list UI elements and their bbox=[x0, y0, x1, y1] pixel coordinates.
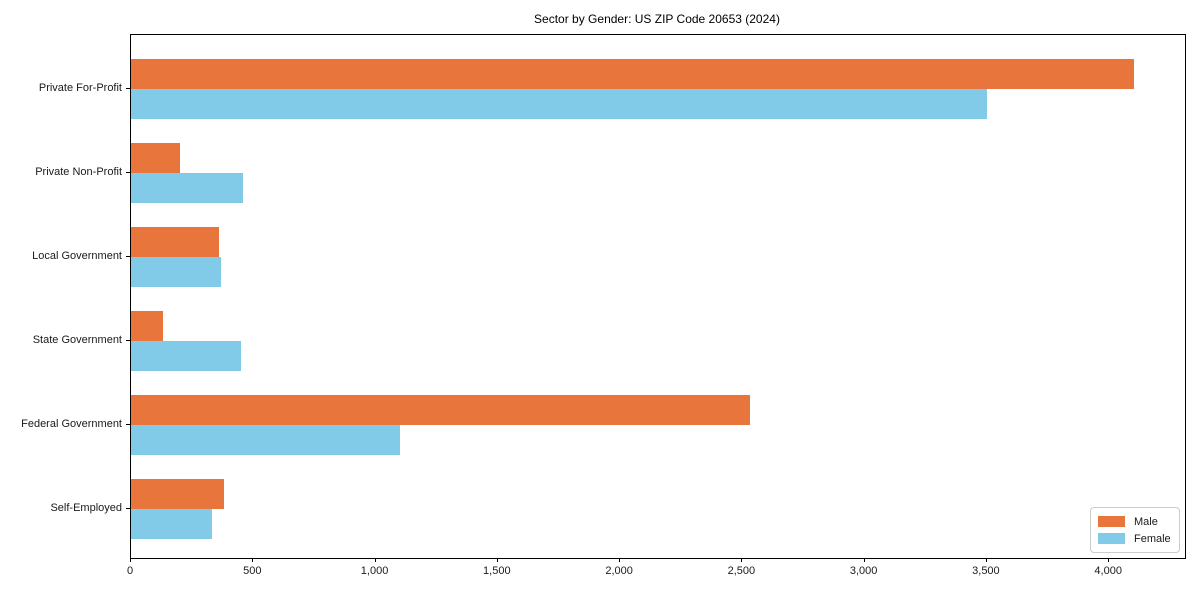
x-tick-2000 bbox=[619, 558, 621, 562]
x-tick-2500 bbox=[741, 558, 743, 562]
bar-female-federal-government bbox=[131, 425, 400, 456]
bar-male-federal-government bbox=[131, 395, 750, 426]
legend: Male Female bbox=[1090, 507, 1180, 553]
y-tick-state-government bbox=[126, 340, 130, 342]
legend-row-female: Female bbox=[1098, 530, 1172, 547]
bar-female-self-employed bbox=[131, 509, 212, 540]
x-tick-1500 bbox=[496, 558, 498, 562]
x-label-1500: 1,500 bbox=[483, 565, 511, 577]
y-label-federal-government: Federal Government bbox=[21, 418, 122, 431]
legend-row-male: Male bbox=[1098, 513, 1172, 530]
x-label-500: 500 bbox=[243, 565, 262, 577]
bar-female-private-for-profit bbox=[131, 89, 987, 120]
y-tick-private-for-profit bbox=[126, 88, 130, 90]
legend-swatch-female bbox=[1098, 533, 1125, 544]
legend-label-female: Female bbox=[1134, 532, 1171, 545]
x-label-3000: 3,000 bbox=[849, 565, 878, 577]
x-label-1000: 1,000 bbox=[360, 565, 389, 577]
chart-title: Sector by Gender: US ZIP Code 20653 (202… bbox=[534, 12, 780, 26]
bar-male-state-government bbox=[131, 311, 163, 342]
x-label-0: 0 bbox=[126, 565, 134, 577]
x-tick-4000 bbox=[1108, 558, 1110, 562]
x-label-2500: 2,500 bbox=[727, 565, 756, 577]
legend-swatch-male bbox=[1098, 516, 1125, 527]
x-tick-500 bbox=[252, 558, 254, 562]
bar-male-local-government bbox=[131, 227, 220, 258]
x-label-2000: 2,000 bbox=[605, 565, 633, 577]
bar-male-private-for-profit bbox=[131, 59, 1134, 90]
y-tick-local-government bbox=[126, 256, 130, 258]
y-label-state-government: State Government bbox=[32, 334, 122, 347]
bar-female-state-government bbox=[131, 341, 242, 372]
x-label-3500: 3,500 bbox=[972, 565, 1000, 577]
x-tick-3500 bbox=[985, 558, 987, 562]
y-tick-private-non-profit bbox=[126, 172, 130, 174]
x-label-4000: 4,000 bbox=[1094, 565, 1122, 577]
y-tick-self-employed bbox=[126, 508, 130, 510]
y-label-private-non-profit: Private Non-Profit bbox=[35, 166, 122, 179]
y-label-private-for-profit: Private For-Profit bbox=[38, 82, 122, 95]
x-tick-0 bbox=[130, 558, 131, 562]
y-tick-federal-government bbox=[126, 424, 130, 426]
y-label-self-employed: Self-Employed bbox=[50, 502, 122, 515]
plot-area bbox=[130, 34, 1186, 559]
bar-male-self-employed bbox=[131, 479, 224, 510]
bar-male-private-non-profit bbox=[131, 143, 180, 174]
bar-female-local-government bbox=[131, 257, 222, 288]
x-tick-1000 bbox=[374, 558, 376, 562]
bar-female-private-non-profit bbox=[131, 173, 244, 204]
y-label-local-government: Local Government bbox=[32, 250, 122, 263]
x-tick-3000 bbox=[863, 558, 865, 562]
legend-label-male: Male bbox=[1134, 515, 1158, 528]
